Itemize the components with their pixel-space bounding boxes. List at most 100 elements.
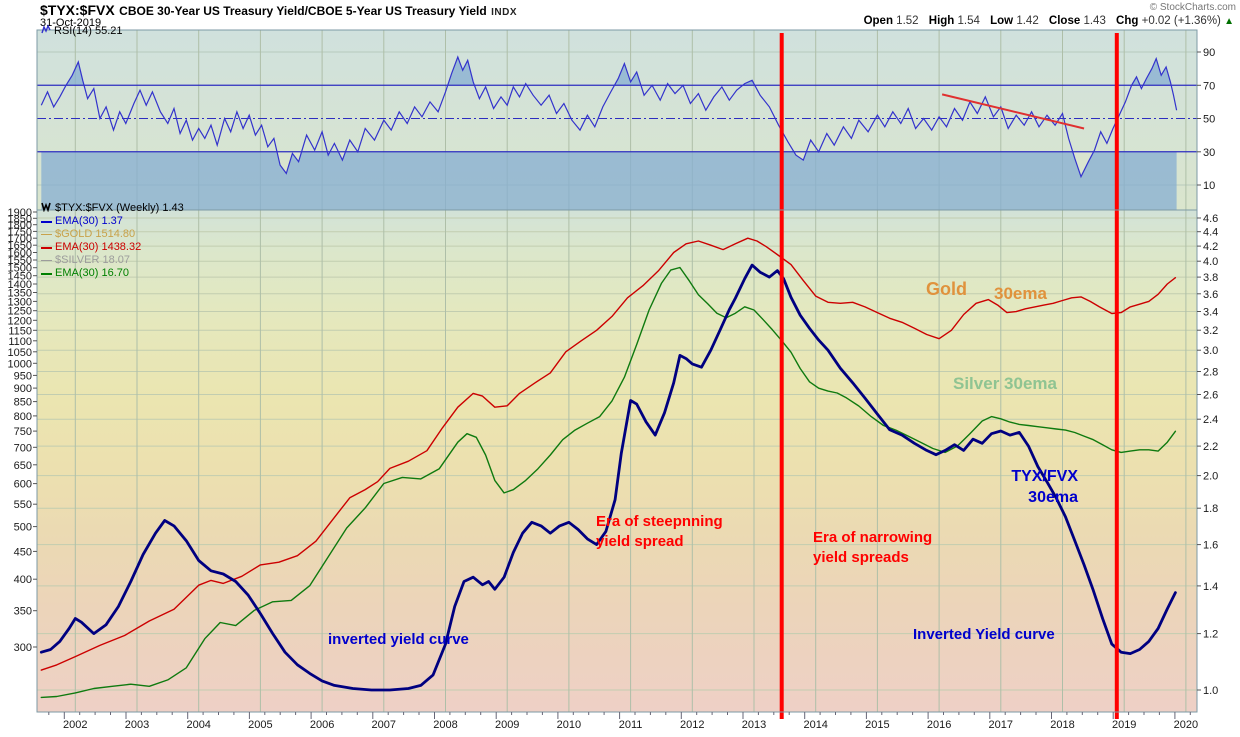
annotation-silver: Silver 30ema bbox=[953, 374, 1057, 393]
open-label: Open bbox=[863, 15, 893, 27]
svg-text:70: 70 bbox=[1203, 80, 1215, 92]
svg-text:1350: 1350 bbox=[8, 288, 32, 300]
svg-text:1550: 1550 bbox=[8, 255, 32, 267]
chart-title: $TYX:$FVX CBOE 30-Year US Treasury Yield… bbox=[40, 2, 517, 20]
svg-text:3.8: 3.8 bbox=[1203, 272, 1218, 284]
chart-date: 31-Oct-2019 bbox=[40, 17, 102, 29]
close-label: Close bbox=[1048, 15, 1081, 27]
annotation-ratio: TYX/FVX 30ema bbox=[998, 468, 1078, 507]
chg-label: Chg bbox=[1116, 15, 1139, 27]
candlestick-series-icon bbox=[41, 201, 52, 216]
svg-text:3.0: 3.0 bbox=[1203, 345, 1218, 357]
rsi-series-icon bbox=[41, 24, 51, 39]
svg-text:1700: 1700 bbox=[8, 233, 32, 245]
gold-ema-swatch bbox=[41, 246, 52, 249]
svg-text:400: 400 bbox=[14, 574, 32, 586]
svg-text:900: 900 bbox=[14, 383, 32, 395]
rsi-oversold-fill bbox=[41, 151, 1177, 210]
svg-text:1750: 1750 bbox=[8, 226, 32, 238]
svg-text:2.0: 2.0 bbox=[1203, 471, 1218, 483]
right-axis-ratio: 4.6 4.4 4.2 4.0 3.8 3.6 3.4 3.2 3.0 2.8 2.6 2.4 2.2 2… bbox=[1197, 213, 1218, 697]
silver-ema-swatch bbox=[41, 272, 52, 275]
svg-text:4.4: 4.4 bbox=[1203, 227, 1218, 239]
rsi-legend-label: RSI(14) 55.21 bbox=[54, 25, 123, 37]
annotation-ratio-line2: 30ema bbox=[1028, 489, 1078, 506]
svg-text:1000: 1000 bbox=[8, 358, 32, 370]
svg-text:1600: 1600 bbox=[8, 248, 32, 260]
svg-text:2010: 2010 bbox=[557, 719, 581, 731]
copyright: © StockCharts.com bbox=[1149, 2, 1236, 13]
svg-text:850: 850 bbox=[14, 397, 32, 409]
ratio-ema-swatch bbox=[41, 220, 52, 223]
rsi-overbought-fill bbox=[66, 57, 1172, 86]
annotation-gold-ema: 30ema bbox=[994, 284, 1047, 303]
symbol: $TYX:$FVX bbox=[40, 2, 115, 18]
rsi-line bbox=[40, 55, 1178, 179]
main-legend: $TYX:$FVX (Weekly) 1.43 EMA(30) 1.37 $GO… bbox=[41, 202, 184, 280]
svg-text:2006: 2006 bbox=[310, 719, 334, 731]
legend-price: $TYX:$FVX (Weekly) 1.43 bbox=[55, 202, 184, 214]
svg-text:2.4: 2.4 bbox=[1203, 414, 1218, 426]
svg-text:2008: 2008 bbox=[433, 719, 457, 731]
annotation-gold: Gold bbox=[926, 279, 967, 299]
svg-text:4.6: 4.6 bbox=[1203, 213, 1218, 225]
svg-text:1900: 1900 bbox=[8, 207, 32, 219]
annotation-era-steepening: Era of steepnning yield spread bbox=[596, 513, 723, 550]
rsi-legend: RSI(14) 55.21 bbox=[41, 24, 123, 39]
svg-text:600: 600 bbox=[14, 479, 32, 491]
legend-ema-silver: EMA(30) 16.70 bbox=[55, 267, 129, 279]
low-label: Low bbox=[990, 15, 1014, 27]
svg-text:50: 50 bbox=[1203, 114, 1215, 126]
rsi-trendline bbox=[941, 93, 1085, 130]
svg-text:3.2: 3.2 bbox=[1203, 325, 1218, 337]
annotation-inverted-2019: Inverted Yield curve bbox=[913, 626, 1055, 643]
svg-text:1300: 1300 bbox=[8, 296, 32, 308]
svg-text:1650: 1650 bbox=[8, 240, 32, 252]
svg-text:2013: 2013 bbox=[742, 719, 766, 731]
svg-text:500: 500 bbox=[14, 522, 32, 534]
vertical-event-lines bbox=[779, 33, 1119, 719]
series--gold-ema-30- bbox=[40, 237, 1177, 671]
annotation-inverted-2006: inverted yield curve bbox=[328, 631, 469, 648]
svg-text:1850: 1850 bbox=[8, 213, 32, 225]
series--silver-ema-30- bbox=[40, 266, 1177, 699]
svg-text:450: 450 bbox=[14, 546, 32, 558]
svg-text:1400: 1400 bbox=[8, 279, 32, 291]
svg-text:2004: 2004 bbox=[186, 719, 210, 731]
right-axis-rsi: 10 30 50 70 90 bbox=[1197, 47, 1215, 192]
svg-text:3.4: 3.4 bbox=[1203, 307, 1218, 319]
svg-text:700: 700 bbox=[14, 442, 32, 454]
svg-text:650: 650 bbox=[14, 460, 32, 472]
x-axis: 2002 2003 2004 2005 2006 2007 2008 2009 2010 2011… bbox=[48, 712, 1198, 731]
svg-text:750: 750 bbox=[14, 426, 32, 438]
legend-silver: $SILVER 18.07 bbox=[55, 254, 131, 266]
year-gridlines bbox=[74, 30, 1187, 712]
svg-text:2.6: 2.6 bbox=[1203, 390, 1218, 402]
exchange-tag: INDX bbox=[491, 7, 518, 18]
svg-text:2018: 2018 bbox=[1050, 719, 1074, 731]
silver-swatch bbox=[41, 260, 52, 261]
main-panel-border bbox=[36, 209, 1198, 713]
legend-ema-gold: EMA(30) 1438.32 bbox=[55, 241, 142, 253]
svg-text:3.6: 3.6 bbox=[1203, 289, 1218, 301]
legend-gold: $GOLD 1514.80 bbox=[55, 228, 136, 240]
svg-text:1.2: 1.2 bbox=[1203, 629, 1218, 641]
up-arrow-icon: ▲ bbox=[1224, 16, 1234, 27]
gold-swatch bbox=[41, 234, 52, 235]
svg-text:300: 300 bbox=[14, 642, 32, 654]
svg-text:2.2: 2.2 bbox=[1203, 441, 1218, 453]
high-value: 1.54 bbox=[957, 15, 980, 27]
high-label: High bbox=[928, 15, 955, 27]
svg-text:90: 90 bbox=[1203, 47, 1215, 59]
svg-text:10: 10 bbox=[1203, 180, 1215, 192]
svg-text:2009: 2009 bbox=[495, 719, 519, 731]
svg-text:1150: 1150 bbox=[8, 325, 32, 337]
svg-text:4.0: 4.0 bbox=[1203, 256, 1218, 268]
svg-text:1.6: 1.6 bbox=[1203, 540, 1218, 552]
svg-text:1450: 1450 bbox=[8, 271, 32, 283]
close-value: 1.43 bbox=[1083, 15, 1106, 27]
svg-text:1100: 1100 bbox=[8, 336, 32, 348]
svg-text:1250: 1250 bbox=[8, 306, 32, 318]
